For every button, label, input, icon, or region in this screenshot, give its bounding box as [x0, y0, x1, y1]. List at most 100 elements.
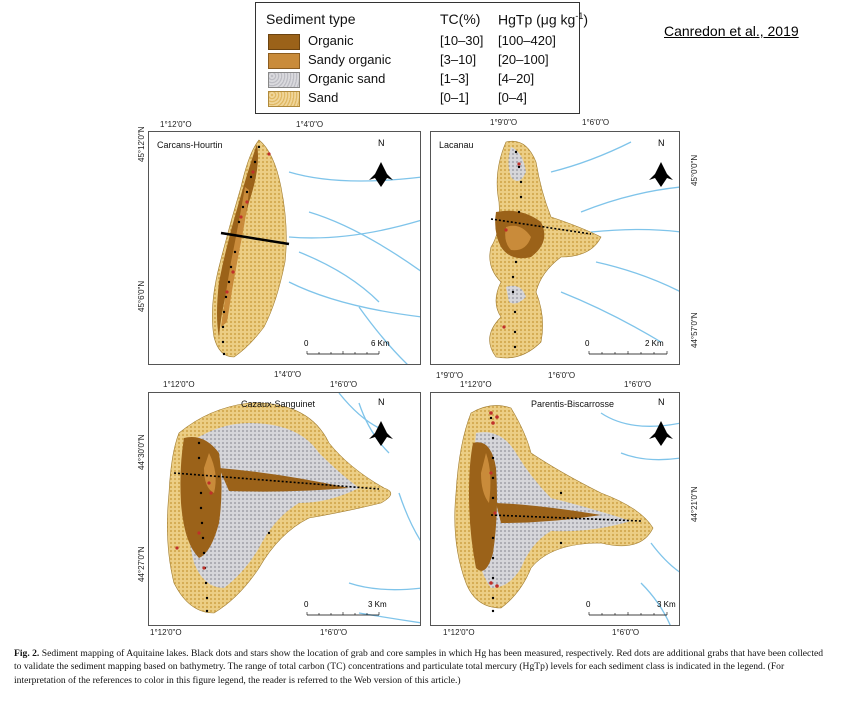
legend-swatch-organic-sand	[268, 72, 300, 88]
legend-swatch-sand	[268, 91, 300, 107]
coord-label: 45°6'0"N	[137, 280, 146, 312]
red-grabs	[175, 481, 213, 570]
coord-label: 1°9'0"O	[436, 371, 464, 380]
legend-header-tc: TC(%)	[440, 11, 481, 27]
transect-line	[490, 218, 592, 235]
sample-dots	[197, 441, 271, 613]
coord-label: 1°9'0"O	[490, 118, 518, 127]
north-arrow-icon	[369, 162, 393, 187]
legend-label: Sandy organic	[308, 52, 392, 67]
legend-label: Organic	[308, 33, 354, 48]
legend-tc: [1–3]	[440, 71, 469, 86]
coord-label: 44°30'0"N	[137, 434, 146, 470]
lake-sandy-organic	[481, 453, 491, 503]
transect-line	[490, 514, 642, 522]
north-arrow-icon	[369, 421, 393, 446]
panel-title: Lacanau	[439, 140, 474, 150]
coord-label: 1°4'0"O	[274, 370, 302, 379]
scale-end: 3 Km	[368, 600, 387, 609]
legend-hg: [100–420]	[498, 33, 556, 48]
lake-organic-sand	[186, 423, 359, 588]
scale-ticks	[306, 612, 380, 615]
scale-zero: 0	[304, 339, 309, 348]
legend-swatch-organic	[268, 34, 300, 50]
legend-tc: [3–10]	[440, 52, 477, 67]
red-grabs	[489, 411, 499, 588]
north-arrow-icon	[649, 421, 673, 446]
scale-zero: 0	[585, 339, 590, 348]
legend-label: Organic sand	[308, 71, 386, 86]
legend-item-sandy-organic: Sandy organic [3–10] [20–100]	[266, 52, 576, 69]
coord-label: 1°12'0"O	[160, 120, 192, 129]
legend-hg: [20–100]	[498, 52, 549, 67]
map-cazaux-sanguinet: N 0 3 Km	[167, 393, 420, 624]
legend-tc: [0–1]	[440, 90, 469, 105]
coord-label: 1°6'0"O	[330, 380, 358, 389]
caption-label: Fig. 2.	[14, 648, 40, 659]
lake-organic	[469, 442, 497, 571]
legend-header-type: Sediment type	[266, 11, 356, 27]
coord-label: 44°21'0"N	[690, 486, 699, 522]
legend-hg: [4–20]	[498, 71, 535, 86]
panel-title: Cazaux-Sanguinet	[241, 399, 316, 409]
lake-sandy-organic	[505, 225, 531, 251]
coord-label: 1°6'0"O	[624, 380, 652, 389]
lake-organic-channel	[496, 503, 601, 523]
transect-line	[220, 231, 290, 246]
sample-dots	[489, 416, 563, 613]
coord-label: 44°27'0"N	[137, 546, 146, 582]
legend-item-sand: Sand [0–1] [0–4]	[266, 90, 576, 107]
rivers	[550, 141, 679, 343]
scale-ticks	[588, 612, 668, 615]
panel-title: Parentis-Biscarrosse	[531, 399, 615, 409]
scale-end: 6 Km	[371, 339, 390, 348]
map-parentis-biscarrosse: N 0 3 Km	[454, 397, 679, 625]
coord-label: 1°6'0"O	[612, 628, 640, 637]
coord-label: 1°12'0"O	[163, 380, 195, 389]
panel-lacanau: N 0 2 Km Lacanau	[430, 131, 680, 365]
legend-item-organic: Organic [10–30] [100–420]	[266, 33, 576, 50]
map-lacanau: N 0 2 Km	[489, 138, 679, 359]
sample-dots	[511, 150, 523, 349]
red-grabs	[502, 162, 521, 329]
scale-end: 3 Km	[657, 600, 676, 609]
coord-label: 45°12'0"N	[137, 126, 146, 162]
panel-title: Carcans-Hourtin	[157, 140, 223, 150]
lake-organic-channel	[219, 468, 349, 492]
north-arrow-icon	[649, 162, 673, 187]
legend-swatch-sandy-organic	[268, 53, 300, 69]
panel-cazaux-sanguinet: N 0 3 Km Cazaux-Sanguinet	[148, 392, 421, 626]
coord-label: 1°6'0"O	[320, 628, 348, 637]
map-carcans-hourtin: N 0 6 Km	[212, 138, 420, 364]
lake-sandy-organic	[204, 453, 216, 493]
red-grabs	[225, 152, 271, 294]
lake-sand	[489, 140, 602, 359]
legend-item-organic-sand: Organic sand [1–3] [4–20]	[266, 71, 576, 88]
figure-caption: Fig. 2. Sediment mapping of Aquitaine la…	[14, 647, 832, 687]
caption-text: Sediment mapping of Aquitaine lakes. Bla…	[14, 648, 824, 686]
lake-organic-sand-north	[508, 147, 526, 181]
north-label: N	[378, 397, 385, 407]
rivers	[338, 393, 420, 624]
coord-label: 1°6'0"O	[548, 371, 576, 380]
panel-carcans-hourtin: N 0 6 Km Carcans-Hourtin	[148, 131, 421, 365]
sample-dots	[221, 145, 261, 356]
coord-label: 44°57'0"N	[690, 312, 699, 348]
scale-end: 2 Km	[645, 339, 664, 348]
legend-header-hg: HgTp (μg kg-1)	[498, 11, 589, 28]
scale-ticks	[306, 351, 380, 354]
scale-zero: 0	[586, 600, 591, 609]
coord-label: 1°12'0"O	[150, 628, 182, 637]
legend-tc: [10–30]	[440, 33, 484, 48]
legend-label: Sand	[308, 90, 339, 105]
legend-hg: [0–4]	[498, 90, 527, 105]
coord-label: 1°12'0"O	[460, 380, 492, 389]
lake-organic-sand-south	[506, 285, 526, 304]
scale-zero: 0	[304, 600, 309, 609]
lake-sand	[212, 139, 287, 358]
citation-link[interactable]: Canredon et al., 2019	[664, 23, 799, 39]
north-label: N	[658, 397, 665, 407]
scale-ticks	[588, 351, 668, 354]
panel-parentis-biscarrosse: N 0 3 Km Parentis-Biscarrosse	[430, 392, 680, 626]
coord-label: 1°4'0"O	[296, 120, 324, 129]
